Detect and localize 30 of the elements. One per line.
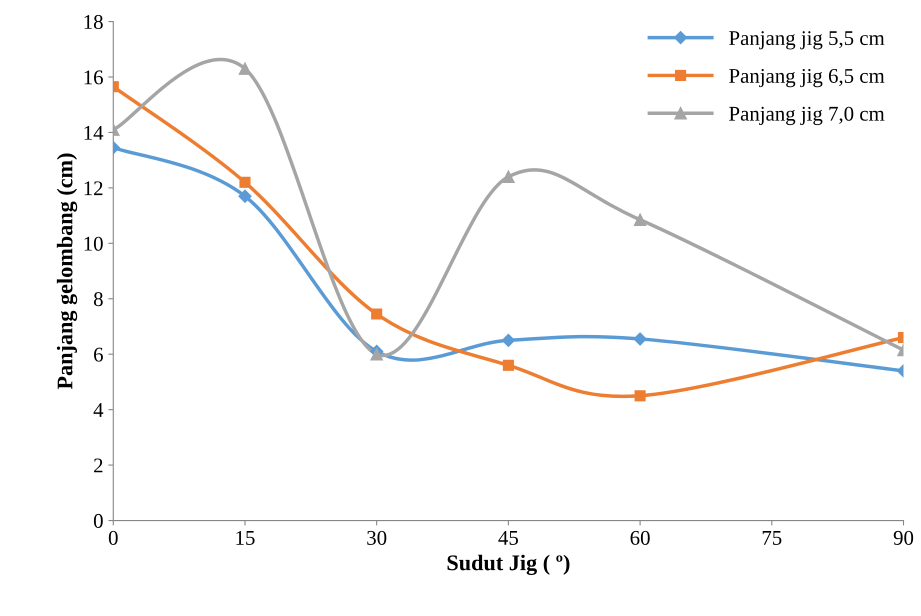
x-tick-label: 30: [367, 530, 386, 545]
point: [370, 348, 383, 360]
y-tick-label: 12: [84, 181, 102, 196]
point: [502, 334, 515, 347]
point: [502, 360, 514, 371]
x-tick-label: 90: [894, 530, 914, 545]
legend-label: Panjang jig 5,5 cm: [729, 31, 884, 50]
y-tick-label: 16: [84, 70, 103, 84]
y-axis-title: Panjang gelombang (cm): [56, 154, 78, 390]
x-axis-title: Sudut Jig ( º): [448, 554, 570, 576]
point: [634, 214, 646, 226]
point: [371, 308, 382, 320]
y-tick-label: 2: [94, 458, 102, 472]
y-tick-label: 18: [84, 14, 103, 29]
x-tick-label: 75: [762, 531, 782, 545]
y-tick-label: 0: [94, 514, 103, 528]
legend-label: Panjang jig 7,0 cm: [729, 106, 884, 126]
x-tick-label: 15: [236, 530, 255, 545]
point: [634, 332, 647, 346]
y-tick-label: 6: [94, 348, 103, 362]
legend-label: Panjang jig 6,5 cm: [729, 68, 884, 88]
y-tick-label: 14: [84, 126, 104, 140]
y-tick-label: 4: [94, 403, 104, 417]
y-tick-label: 8: [94, 292, 103, 306]
x-tick-label: 45: [498, 530, 518, 545]
x-tick-label: 0: [108, 530, 118, 545]
x-tick-label: 60: [630, 530, 650, 545]
point: [634, 390, 646, 402]
y-tick-label: 10: [84, 236, 103, 251]
point: [502, 170, 515, 184]
